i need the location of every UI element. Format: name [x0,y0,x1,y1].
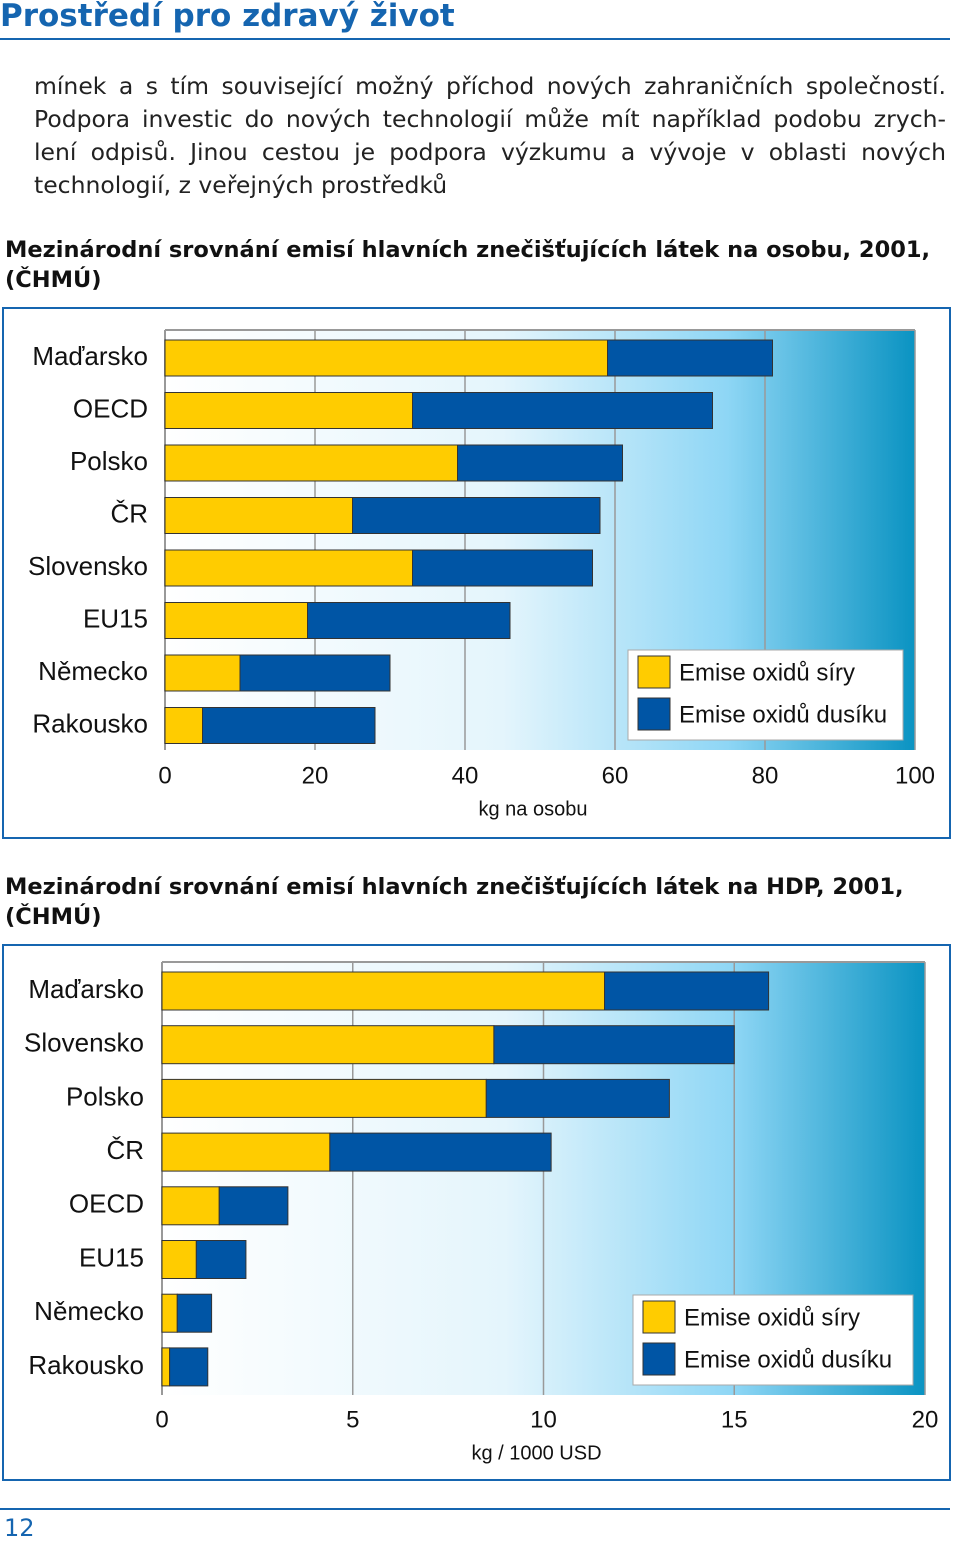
x-axis-label: kg / 1000 USD [471,1442,601,1464]
bar-segment [161,971,606,1011]
x-tick-label: 15 [721,1406,748,1433]
page-number: 12 [4,1514,35,1542]
bar-segment [164,339,608,377]
legend-label: Emise oxidů dusíku [684,1346,892,1373]
category-label: Německo [34,1296,144,1326]
legend-swatch [642,1300,676,1334]
x-tick-label: 20 [912,1406,939,1433]
bar-segment [161,1293,178,1333]
bar-segment [164,549,413,587]
bar-segment [161,1240,197,1279]
bar-segment [307,602,511,639]
bar-segment [604,971,770,1011]
category-label: Maďarsko [28,974,144,1004]
x-axis-label: kg na osobu [479,798,588,820]
page-title: Prostředí pro zdravý život [0,0,455,34]
x-tick-label: 0 [155,1406,168,1433]
bar-segment [164,444,458,482]
bar-segment [161,1186,220,1226]
bar-segment [161,1078,487,1118]
x-tick-label: 100 [895,762,935,789]
category-label: OECD [73,393,148,423]
footer-rule [0,1508,950,1510]
bar-segment [457,444,623,482]
bar-segment [352,497,601,534]
category-label: Rakousko [28,1350,144,1380]
bar-segment [329,1132,552,1172]
bar-segment [164,654,241,692]
x-tick-label: 5 [346,1406,359,1433]
bar-segment [176,1293,213,1333]
x-tick-label: 40 [452,762,479,789]
category-label: OECD [69,1189,144,1219]
bar-segment [412,392,713,429]
bar-segment [202,707,376,744]
x-tick-label: 80 [752,762,779,789]
bar-segment [161,1132,331,1172]
bar-segment [493,1025,735,1065]
paragraph-line: technologií, z veřejných prostředků [34,171,448,199]
category-label: Německo [38,656,148,686]
legend-label: Emise oxidů síry [679,659,855,686]
bar-segment [412,549,593,587]
legend-swatch [642,1342,676,1376]
bar-segment [218,1186,289,1226]
x-tick-label: 0 [158,762,171,789]
x-tick-label: 10 [530,1406,557,1433]
category-label: Slovensko [28,551,148,581]
bar-segment [164,392,413,429]
category-label: Maďarsko [32,341,148,371]
bar-segment [161,1347,171,1387]
paragraph-line: mínek a s tím související možný příchod … [34,72,946,100]
bar-segment [161,1025,495,1065]
paragraph-line: lení odpisů. Jinou cestou je podpora výz… [34,138,946,166]
chart-title: Mezinárodní srovnání emisí hlavních zneč… [5,874,904,930]
legend-swatch [637,655,671,689]
legend-label: Emise oxidů dusíku [679,701,887,728]
chart-title: Mezinárodní srovnání emisí hlavních zneč… [5,237,931,293]
bar-segment [169,1347,209,1387]
header-rule [0,38,950,40]
legend-swatch [637,697,671,731]
category-label: EU15 [83,603,148,633]
category-label: Polsko [66,1081,144,1111]
category-label: Slovensko [24,1028,144,1058]
bar-segment [239,654,391,692]
category-label: ČR [106,1135,144,1165]
category-label: ČR [110,498,148,528]
category-label: Polsko [70,446,148,476]
legend-label: Emise oxidů síry [684,1304,860,1331]
paragraph-line: Podpora investic do nových technologií m… [34,105,946,133]
category-label: Rakousko [32,708,148,738]
bar-segment [164,707,203,744]
x-tick-label: 60 [602,762,629,789]
legend-box [632,1294,914,1386]
legend-box [627,649,904,741]
x-tick-label: 20 [302,762,329,789]
category-label: EU15 [79,1242,144,1272]
bar-segment [164,602,308,639]
bar-segment [195,1240,247,1279]
bar-segment [607,339,773,377]
bar-segment [164,497,353,534]
bar-segment [485,1078,670,1118]
